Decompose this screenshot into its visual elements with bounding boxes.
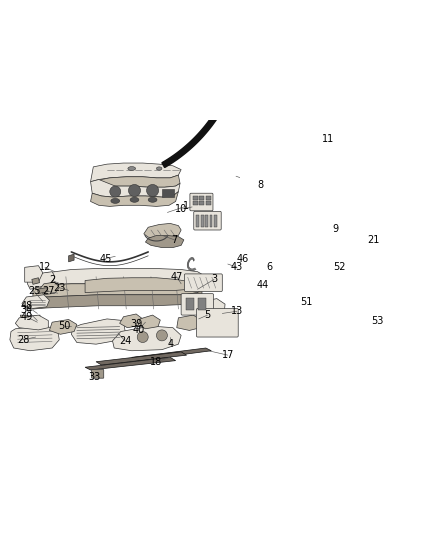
Circle shape [128,184,141,197]
Bar [193,201,198,205]
Polygon shape [144,223,181,239]
Polygon shape [22,295,49,309]
Bar [206,196,211,200]
Text: 12: 12 [39,262,51,272]
Text: 50: 50 [59,321,71,331]
Text: 6: 6 [266,262,272,272]
Bar [193,196,198,200]
Text: 24: 24 [119,336,131,346]
Polygon shape [32,278,39,284]
Polygon shape [91,163,181,182]
FancyBboxPatch shape [184,274,223,292]
Text: 28: 28 [17,335,29,345]
Polygon shape [33,280,202,298]
Circle shape [147,184,159,197]
Polygon shape [85,278,189,293]
Polygon shape [198,298,225,320]
FancyBboxPatch shape [194,212,221,230]
Bar [197,215,199,227]
FancyBboxPatch shape [181,294,213,315]
Bar [199,196,204,200]
Bar [198,298,206,310]
Bar [199,201,204,205]
Text: 3: 3 [211,274,217,285]
Polygon shape [91,191,178,206]
Polygon shape [132,348,211,361]
Text: 7: 7 [171,235,178,245]
Bar [162,189,174,197]
Bar [201,215,204,227]
Polygon shape [69,254,74,262]
Bar [186,298,194,310]
Text: 5: 5 [205,310,211,320]
Text: 10: 10 [175,204,187,214]
Polygon shape [162,69,239,167]
Text: 47: 47 [170,272,183,281]
Text: 25: 25 [28,286,40,296]
Circle shape [137,332,148,343]
Polygon shape [33,289,202,309]
Text: 39: 39 [130,319,142,329]
Text: 8: 8 [258,180,264,190]
Bar [206,201,211,205]
Text: 44: 44 [256,280,268,290]
Polygon shape [177,315,202,330]
FancyBboxPatch shape [197,309,238,337]
Text: 40: 40 [132,325,145,335]
Polygon shape [113,326,181,351]
Polygon shape [24,324,40,328]
Ellipse shape [156,167,162,170]
Ellipse shape [130,197,139,203]
Polygon shape [96,352,187,365]
Text: 11: 11 [322,134,334,144]
Bar [205,215,208,227]
FancyBboxPatch shape [92,369,104,378]
Polygon shape [120,314,143,328]
Text: 34: 34 [20,304,32,314]
Polygon shape [37,288,48,294]
Ellipse shape [148,197,157,203]
Text: 13: 13 [231,306,243,316]
Text: 1: 1 [183,201,189,212]
Text: 9: 9 [333,224,339,234]
Polygon shape [93,175,180,189]
Polygon shape [33,269,203,288]
Text: 23: 23 [53,282,65,293]
Polygon shape [25,265,43,282]
Ellipse shape [128,167,136,171]
Polygon shape [28,272,55,289]
Polygon shape [71,319,125,344]
Polygon shape [91,180,180,197]
Text: 33: 33 [88,372,101,382]
Text: 17: 17 [222,350,234,360]
Polygon shape [85,357,176,370]
Text: 52: 52 [333,262,346,272]
Circle shape [156,330,167,341]
Polygon shape [145,236,184,247]
Text: 27: 27 [42,286,55,296]
Text: 43: 43 [231,262,243,272]
Text: 51: 51 [300,297,312,308]
Text: 21: 21 [367,235,379,245]
Polygon shape [49,319,77,334]
Ellipse shape [111,198,120,204]
Text: 2: 2 [49,276,55,286]
Polygon shape [20,315,40,320]
Text: 46: 46 [237,254,249,263]
Polygon shape [15,315,48,330]
FancyBboxPatch shape [190,193,213,211]
Text: 45: 45 [99,254,112,263]
Polygon shape [138,315,160,329]
Polygon shape [39,282,59,295]
Polygon shape [10,326,59,351]
Bar [210,215,212,227]
Text: 53: 53 [371,316,384,326]
Circle shape [110,186,121,197]
Text: 48: 48 [20,301,32,311]
Text: 49: 49 [20,312,32,322]
Bar [214,215,217,227]
Text: 18: 18 [150,357,162,367]
Text: 4: 4 [167,339,173,349]
